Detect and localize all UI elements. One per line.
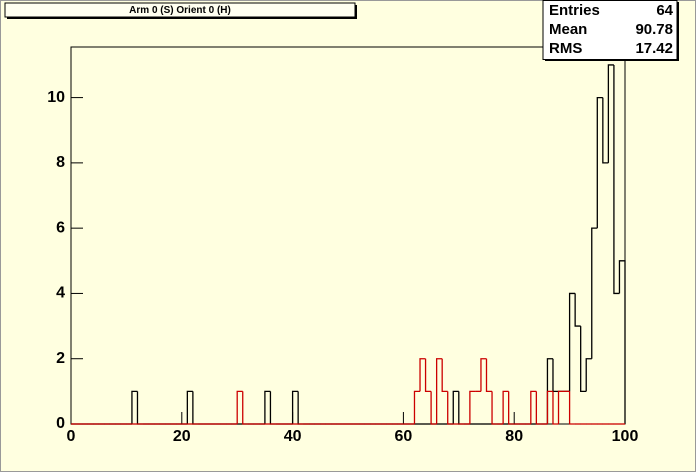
stat-label: RMS	[549, 40, 582, 57]
stat-value: 17.42	[635, 40, 673, 57]
histogram-bin	[447, 391, 454, 425]
stat-label: Mean	[549, 21, 587, 38]
histogram-bin	[419, 358, 426, 392]
histogram-bin	[568, 292, 576, 392]
x-tick-label: 0	[67, 428, 76, 445]
histogram-bin	[552, 391, 559, 425]
plot-frame	[70, 46, 626, 425]
histogram-bin	[413, 390, 421, 424]
histogram-bin	[596, 96, 603, 229]
y-tick-label: 8	[56, 154, 65, 171]
histogram-bin	[435, 358, 443, 424]
histogram-bin	[131, 390, 138, 424]
y-tick-label: 2	[56, 350, 65, 367]
histogram-bin	[441, 358, 448, 393]
stat-label: Entries	[549, 2, 600, 19]
histogram-bin	[485, 358, 493, 393]
histogram-bin	[602, 97, 609, 164]
x-tick-label: 20	[173, 428, 191, 445]
histogram-bin	[574, 293, 581, 327]
histogram-bin	[530, 390, 537, 424]
histogram-bin	[452, 390, 459, 424]
histogram-bin	[291, 390, 299, 424]
plot: 0 20 40 60 80 100 0 2 4 6 8 10	[47, 47, 638, 445]
histogram-bin	[580, 326, 587, 393]
histogram-bin	[264, 390, 271, 424]
histogram-bin	[618, 260, 626, 424]
y-tick-label: 0	[56, 415, 65, 432]
histogram-bin	[508, 391, 515, 425]
histogram-bin	[491, 391, 498, 425]
histogram-bin	[607, 64, 614, 163]
stat-value: 90.78	[635, 21, 673, 38]
histogram-bin	[568, 391, 576, 425]
histogram-bin	[585, 358, 592, 392]
title-box	[4, 2, 356, 18]
histogram-bin	[430, 391, 437, 425]
histogram-bin	[502, 390, 509, 424]
histogram-bin	[591, 227, 598, 359]
chart-title: Arm 0 (S) Orient 0 (H)	[129, 5, 231, 16]
y-tick-label: 10	[47, 89, 65, 106]
x-tick-label: 80	[505, 428, 523, 445]
histogram-bin	[469, 390, 476, 424]
x-tick-label: 100	[612, 428, 639, 445]
y-tick-label: 6	[56, 219, 65, 236]
histogram-bin	[480, 358, 487, 392]
x-tick-label: 60	[395, 428, 413, 445]
histogram-bin	[613, 64, 620, 295]
histogram-bin	[535, 391, 542, 425]
stats-box	[542, 0, 678, 60]
histogram-bin	[186, 390, 193, 424]
stats: Entries 64 Mean 90.78 RMS 17.42	[549, 2, 674, 57]
histogram-bin	[242, 391, 249, 425]
histogram-bin	[557, 390, 565, 424]
histogram-bin	[236, 390, 243, 424]
histogram-bin	[424, 358, 432, 393]
stat-value: 64	[656, 2, 673, 19]
histogram-bin	[546, 390, 553, 424]
y-tick-label: 4	[56, 285, 65, 302]
x-tick-label: 40	[284, 428, 302, 445]
